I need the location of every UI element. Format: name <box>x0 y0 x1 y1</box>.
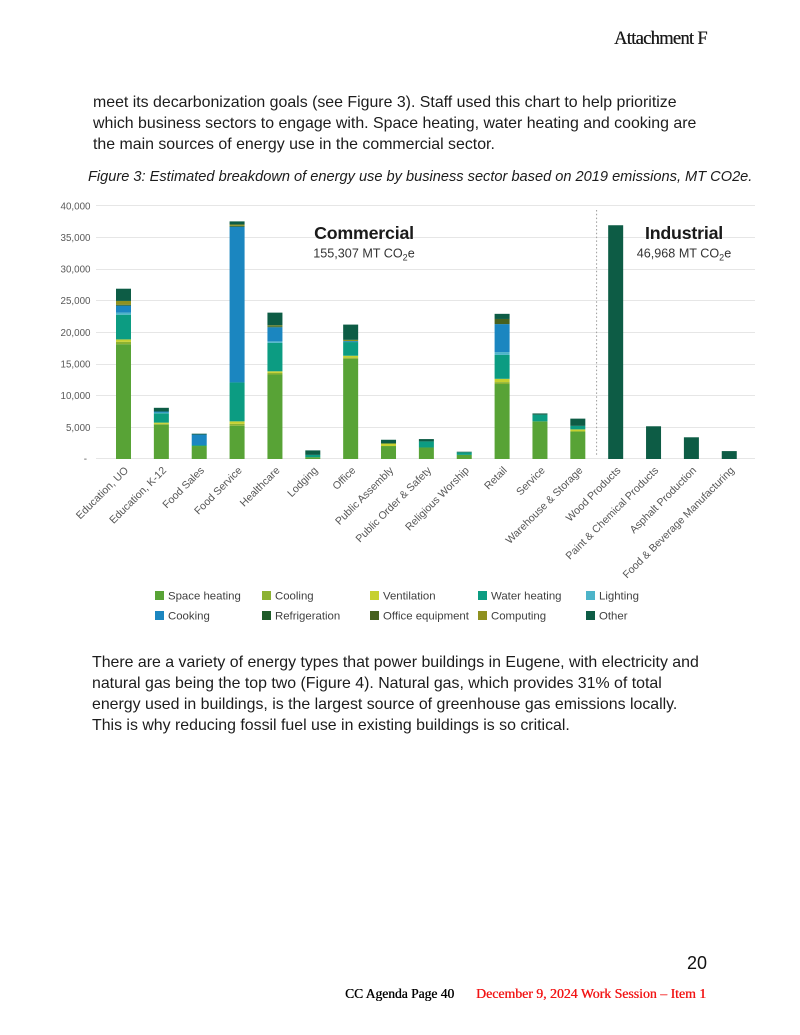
svg-text:15,000: 15,000 <box>61 360 92 371</box>
svg-text:Commercial: Commercial <box>314 223 414 243</box>
svg-text:Other: Other <box>599 611 628 623</box>
svg-text:Space heating: Space heating <box>168 591 241 603</box>
svg-text:Computing: Computing <box>491 611 546 623</box>
svg-text:Service: Service <box>514 465 548 499</box>
svg-text:Cooking: Cooking <box>168 611 210 623</box>
svg-text:Office: Office <box>330 465 358 493</box>
svg-text:35,000: 35,000 <box>61 233 92 244</box>
svg-text:155,307 MT CO2e: 155,307 MT CO2e <box>313 247 414 263</box>
svg-text:46,968 MT CO2e: 46,968 MT CO2e <box>637 247 731 263</box>
svg-text:Ventilation: Ventilation <box>383 591 436 603</box>
svg-text:Refrigeration: Refrigeration <box>275 611 340 623</box>
svg-text:-: - <box>84 454 87 465</box>
svg-text:Retail: Retail <box>482 465 510 493</box>
svg-text:Water heating: Water heating <box>491 591 562 603</box>
svg-text:30,000: 30,000 <box>61 265 92 276</box>
svg-text:Religious Worship: Religious Worship <box>403 465 472 534</box>
svg-text:10,000: 10,000 <box>61 391 92 402</box>
svg-text:Healthcare: Healthcare <box>238 465 283 510</box>
svg-text:Lighting: Lighting <box>599 591 639 603</box>
svg-text:25,000: 25,000 <box>61 296 92 307</box>
svg-text:40,000: 40,000 <box>61 201 92 212</box>
svg-text:Asphalt Production: Asphalt Production <box>628 465 699 536</box>
svg-text:Office equipment: Office equipment <box>383 611 470 623</box>
svg-text:Cooling: Cooling <box>275 591 314 603</box>
svg-text:20,000: 20,000 <box>61 328 92 339</box>
svg-text:Industrial: Industrial <box>645 223 723 243</box>
svg-text:Lodging: Lodging <box>285 465 320 500</box>
svg-text:5,000: 5,000 <box>66 423 91 434</box>
